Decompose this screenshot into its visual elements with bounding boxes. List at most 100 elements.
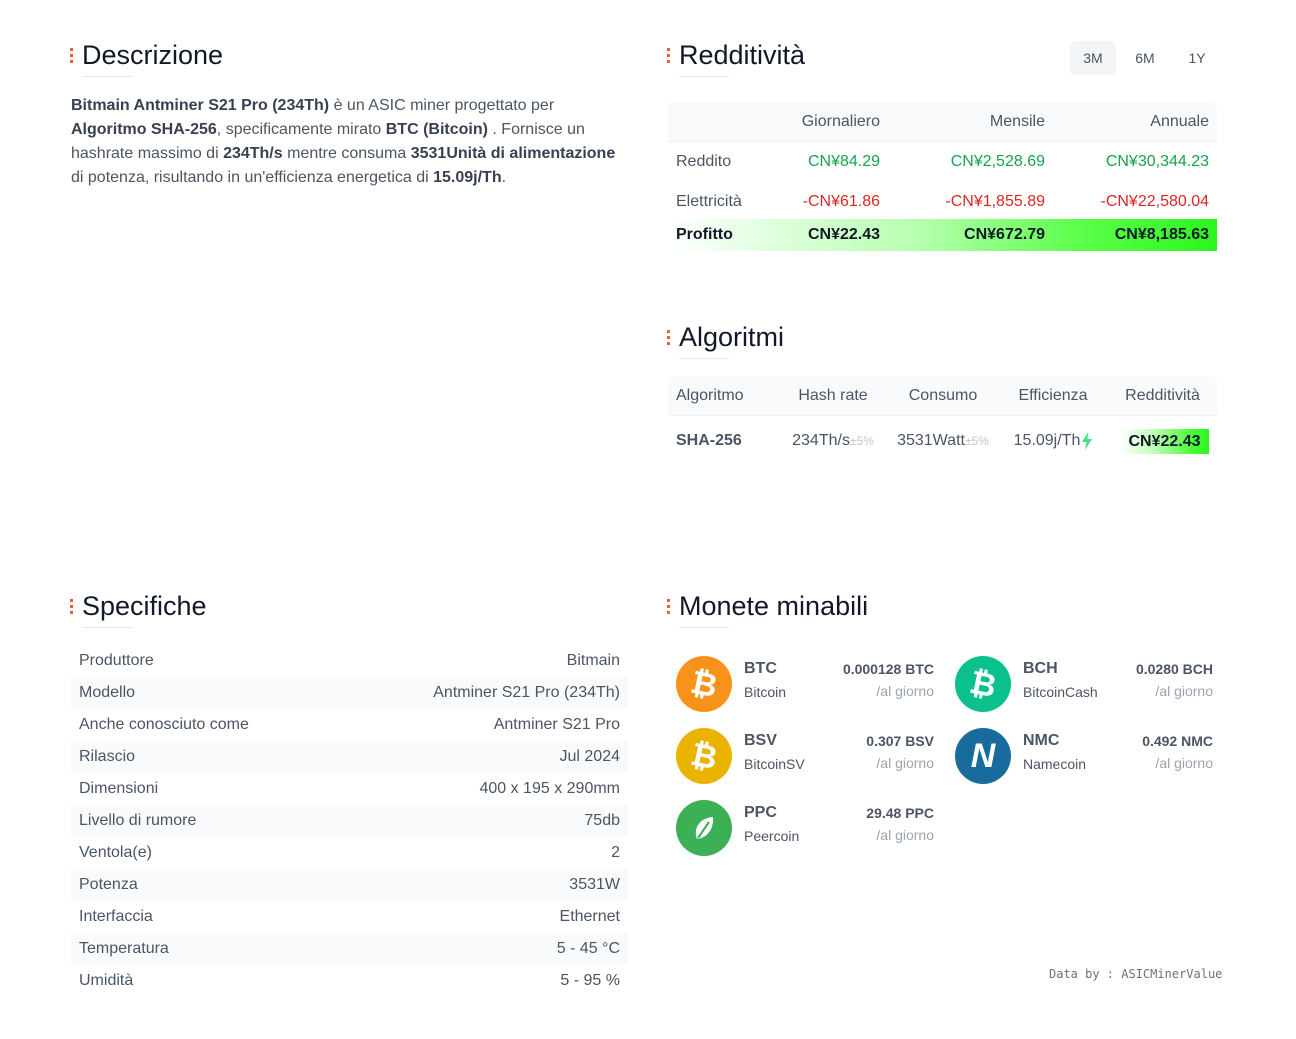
description-highlight: 234Th/s	[223, 145, 283, 162]
algorithms-table: Algoritmo Hash rate Consumo Efficienza R…	[668, 376, 1217, 466]
section-marker	[667, 329, 670, 346]
description-fragment: .	[501, 169, 507, 186]
coin-symbol: NMC	[1023, 732, 1060, 749]
coin-item-ppc[interactable]: PPC Peercoin 29.48 PPC/al giorno	[668, 792, 938, 856]
description-highlight: BTC (Bitcoin)	[385, 121, 488, 138]
spec-row: Ventola(e) 2	[71, 837, 628, 869]
algorithms-title: Algoritmi	[667, 322, 784, 359]
namecoin-icon: N	[955, 728, 1011, 784]
section-marker	[667, 598, 670, 615]
coin-item-bch[interactable]: ₿ BCH BitcoinCash 0.0280 BCH/al giorno	[947, 648, 1217, 712]
section-marker	[667, 47, 670, 64]
spec-key: Potenza	[79, 876, 138, 893]
bitcoin-icon: ₿	[676, 656, 732, 712]
description-fragment: è un ASIC miner progettato per	[329, 97, 555, 114]
coin-name: Bitcoin	[744, 684, 787, 700]
period-tab-1y[interactable]: 1Y	[1188, 50, 1206, 66]
coin-per-day: /al giorno	[1155, 683, 1213, 699]
period-tab-6m[interactable]: 6M	[1135, 50, 1155, 66]
coin-item-bsv[interactable]: ₿ BSV BitcoinSV 0.307 BSV/al giorno	[668, 720, 938, 784]
description-fragment: . Fornisce un hashrate massimo di	[71, 121, 585, 162]
description-fragment: mentre consuma	[282, 145, 411, 162]
spec-value: 2	[611, 844, 620, 861]
spec-value: Ethernet	[559, 908, 620, 925]
coin-amount: 0.307 BSV	[866, 733, 934, 749]
coin-item-nmc[interactable]: N NMC Namecoin 0.492 NMC/al giorno	[947, 720, 1217, 784]
specs-table: Produttore Bitmain Modello Antminer S21 Pro…	[71, 645, 628, 997]
spec-key: Temperatura	[79, 940, 169, 957]
spec-value: Jul 2024	[559, 748, 621, 765]
spec-key: Dimensioni	[79, 780, 159, 797]
coin-name: BitcoinCash	[1023, 684, 1098, 700]
spec-value: 5 - 95 %	[560, 972, 620, 989]
header-monthly: Mensile	[989, 112, 1045, 130]
coin-symbol: BTC	[744, 660, 777, 677]
bitcoin-cash-icon: ₿	[955, 656, 1011, 712]
spec-value: Antminer S21 Pro	[493, 716, 620, 733]
profitability-title: Redditività	[667, 40, 805, 77]
coin-symbol: PPC	[744, 804, 777, 821]
description-highlight: Bitmain Antminer S21 Pro (234Th)	[71, 97, 330, 114]
bolt-icon	[1082, 431, 1093, 450]
coin-name: Namecoin	[1023, 756, 1087, 772]
profit-row: Profitto CN¥22.43 CN¥672.79 CN¥8,185.63	[668, 219, 1217, 251]
spec-row: Dimensioni 400 x 195 x 290mm	[71, 773, 628, 805]
description-highlight: 15.09j/Th	[433, 169, 502, 186]
specs-title: Specifiche	[70, 591, 207, 628]
coin-name: BitcoinSV	[744, 756, 805, 772]
description-fragment: di potenza, risultando in un'efficienza …	[71, 169, 434, 186]
coin-amount: 29.48 PPC	[866, 805, 934, 821]
spec-key: Ventola(e)	[79, 844, 152, 861]
spec-value: 5 - 45 °C	[556, 940, 620, 957]
spec-row: Potenza 3531W	[71, 869, 628, 901]
coin-amount: 0.000128 BTC	[842, 661, 934, 677]
period-tab-3m[interactable]: 3M	[1070, 41, 1116, 75]
spec-row: Livello di rumore 75db	[71, 805, 628, 837]
coin-amount: 0.0280 BCH	[1135, 661, 1213, 677]
header-yearly: Annuale	[1150, 112, 1209, 130]
description-highlight: 3531Unità di alimentazione	[410, 145, 616, 162]
income-row: Reddito CN¥84.29 CN¥2,528.69 CN¥30,344.2…	[676, 153, 1209, 170]
coins-title: Monete minabili	[667, 591, 868, 628]
coin-per-day: /al giorno	[876, 827, 934, 843]
description-title: Descrizione	[70, 40, 223, 77]
algorithm-name[interactable]: SHA-256	[676, 432, 742, 449]
spec-key: Interfaccia	[79, 908, 153, 925]
data-credit: Data by : ASICMinerValue	[1049, 967, 1223, 981]
spec-row: Umidità 5 - 95 %	[71, 965, 628, 997]
section-marker	[70, 598, 73, 615]
spec-key: Umidità	[79, 972, 134, 989]
peercoin-icon	[676, 800, 732, 856]
period-tabs: 3M 6M 1Y	[1070, 41, 1220, 75]
spec-row: Rilascio Jul 2024	[71, 741, 628, 773]
description-highlight: Algoritmo SHA-256	[71, 121, 217, 138]
bitcoin-sv-icon: ₿	[676, 728, 732, 784]
coin-symbol: BCH	[1023, 660, 1058, 677]
algorithm-row-sha256: SHA-256 234Th/s±5% 3531Watt±5% 15.09j/Th…	[668, 416, 1217, 466]
coin-name: Peercoin	[744, 828, 800, 844]
coin-amount: 0.492 NMC	[1142, 733, 1213, 749]
description-text: Bitmain Antminer S21 Pro (234Th) è un AS…	[71, 94, 616, 190]
coin-item-btc[interactable]: ₿ BTC Bitcoin 0.000128 BTC/al giorno	[668, 648, 938, 712]
spec-value: 400 x 195 x 290mm	[479, 780, 620, 797]
spec-key: Anche conosciuto come	[79, 716, 249, 733]
spec-key: Rilascio	[79, 748, 136, 765]
coin-per-day: /al giorno	[876, 755, 934, 771]
profitability-table: Giornaliero Mensile Annuale Reddito CN¥8…	[668, 102, 1217, 251]
spec-row: Interfaccia Ethernet	[71, 901, 628, 933]
description-fragment: , specificamente mirato	[216, 121, 386, 138]
coin-symbol: BSV	[744, 732, 777, 749]
coin-per-day: /al giorno	[1155, 755, 1213, 771]
spec-key: Livello di rumore	[79, 812, 197, 829]
spec-value: Antminer S21 Pro (234Th)	[433, 684, 620, 701]
spec-value: Bitmain	[566, 652, 620, 669]
profitability-header-row: Giornaliero Mensile Annuale	[668, 102, 1217, 142]
algorithm-power: 3531Watt±5%	[897, 432, 989, 449]
spec-value: 75db	[584, 812, 620, 829]
spec-key: Modello	[79, 684, 136, 701]
algorithm-hashrate: 234Th/s±5%	[792, 432, 874, 449]
algorithm-profit: CN¥22.43	[1108, 428, 1217, 454]
header-daily: Giornaliero	[801, 112, 880, 130]
spec-value: 3531W	[569, 876, 620, 893]
algorithm-efficiency: 15.09j/Th	[998, 431, 1108, 450]
